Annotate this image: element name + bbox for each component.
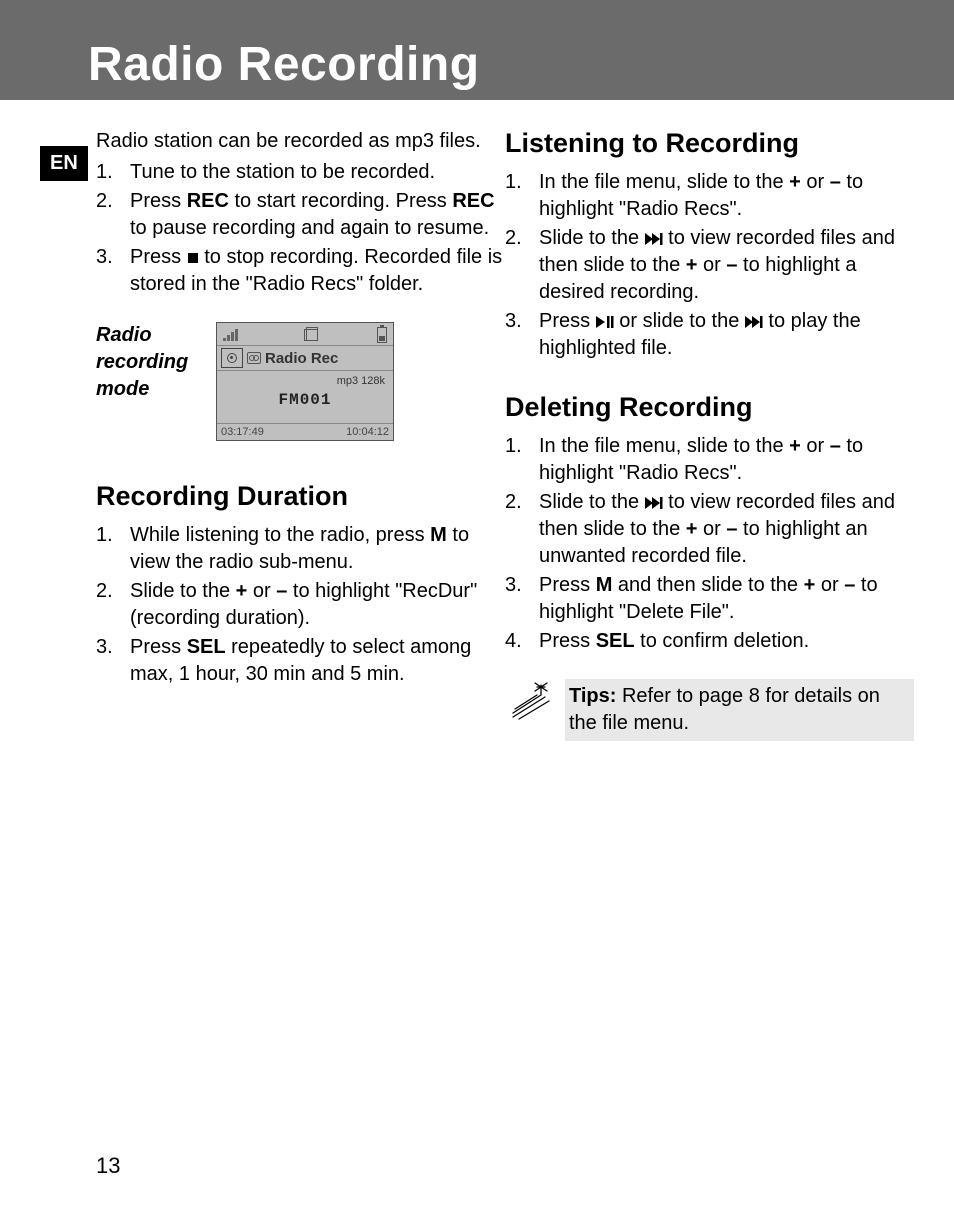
lcd-screenshot: Radio Rec mp3 128k FM001 03:17:49 10:04:… [216,322,394,441]
step-number: 3. [96,634,130,688]
step-body: Press SEL repeatedly to select among max… [130,634,505,688]
next-track-icon [645,233,663,245]
step-number: 1. [96,522,130,576]
list-item: 3.Press or slide to the to play the high… [505,308,914,362]
step-body: Slide to the to view recorded files and … [539,225,914,306]
duration-steps-list: 1.While listening to the radio, press M … [96,522,505,688]
step-body: While listening to the radio, press M to… [130,522,505,576]
deleting-steps-list: 1.In the file menu, slide to the + or – … [505,433,914,655]
intro-text: Radio station can be recorded as mp3 fil… [96,128,505,155]
lcd-filename-text: FM001 [217,387,393,423]
left-column: Radio station can be recorded as mp3 fil… [96,128,505,741]
lcd-codec-text: mp3 128k [217,371,393,387]
tips-note-icon [505,679,555,728]
step-number: 2. [505,225,539,306]
list-item: 3.Press SEL repeatedly to select among m… [96,634,505,688]
deleting-heading: Deleting Recording [505,392,914,423]
step-number: 3. [96,244,130,298]
list-item: 2.Press REC to start recording. Press RE… [96,188,505,242]
header-band: Radio Recording [0,0,954,100]
list-item: 1.While listening to the radio, press M … [96,522,505,576]
step-number: 2. [96,188,130,242]
tips-box: Tips: Refer to page 8 for details on the… [505,679,914,741]
step-number: 3. [505,308,539,362]
step-body: In the file menu, slide to the + or – to… [539,169,914,223]
tape-icon [247,352,261,364]
list-item: 1.In the file menu, slide to the + or – … [505,169,914,223]
next-track-icon [645,497,663,509]
lcd-mode-row: Radio Rec [217,345,393,371]
right-column: Listening to Recording 1.In the file men… [505,128,914,741]
play-pause-icon [596,316,614,328]
step-body: Slide to the + or – to highlight "RecDur… [130,578,505,632]
list-item: 1.In the file menu, slide to the + or – … [505,433,914,487]
tips-text: Tips: Refer to page 8 for details on the… [565,679,914,741]
lcd-status-bar [217,323,393,345]
listening-heading: Listening to Recording [505,128,914,159]
step-body: Press to stop recording. Recorded file i… [130,244,505,298]
lcd-time-elapsed: 03:17:49 [221,426,264,438]
mode-label: Radio recording mode [96,322,216,441]
step-body: Press SEL to confirm deletion. [539,628,914,655]
tips-label: Tips: [569,685,616,707]
step-body: Press or slide to the to play the highli… [539,308,914,362]
step-body: In the file menu, slide to the + or – to… [539,433,914,487]
lcd-mode-text: Radio Rec [265,350,338,367]
step-number: 1. [505,169,539,223]
step-number: 2. [96,578,130,632]
step-number: 1. [96,159,130,186]
list-item: 2.Slide to the + or – to highlight "RecD… [96,578,505,632]
lcd-time-bar: 03:17:49 10:04:12 [217,423,393,440]
tips-body: Refer to page 8 for details on the file … [569,685,880,734]
list-item: 3.Press M and then slide to the + or – t… [505,572,914,626]
list-item: 3.Press to stop recording. Recorded file… [96,244,505,298]
step-number: 2. [505,489,539,570]
page-number: 13 [96,1153,120,1179]
list-item: 2.Slide to the to view recorded files an… [505,489,914,570]
step-number: 3. [505,572,539,626]
battery-icon [377,327,387,343]
list-item: 4.Press SEL to confirm deletion. [505,628,914,655]
step-number: 1. [505,433,539,487]
step-body: Press REC to start recording. Press REC … [130,188,505,242]
next-track-icon [745,316,763,328]
recording-duration-heading: Recording Duration [96,481,505,512]
lock-icon [304,329,318,341]
content-area: Radio station can be recorded as mp3 fil… [0,100,954,741]
stop-icon [187,252,199,264]
step-number: 4. [505,628,539,655]
listening-steps-list: 1.In the file menu, slide to the + or – … [505,169,914,362]
step-body: Press M and then slide to the + or – to … [539,572,914,626]
list-item: 1.Tune to the station to be recorded. [96,159,505,186]
page-title: Radio Recording [88,37,480,92]
list-item: 2.Slide to the to view recorded files an… [505,225,914,306]
lcd-time-total: 10:04:12 [346,426,389,438]
step-body: Slide to the to view recorded files and … [539,489,914,570]
signal-icon [223,329,245,341]
step-body: Tune to the station to be recorded. [130,159,505,186]
recording-steps-list: 1.Tune to the station to be recorded.2.P… [96,159,505,298]
record-icon [221,348,243,368]
language-badge: EN [40,146,88,181]
mode-row: Radio recording mode Radio Rec mp3 128k … [96,322,505,441]
